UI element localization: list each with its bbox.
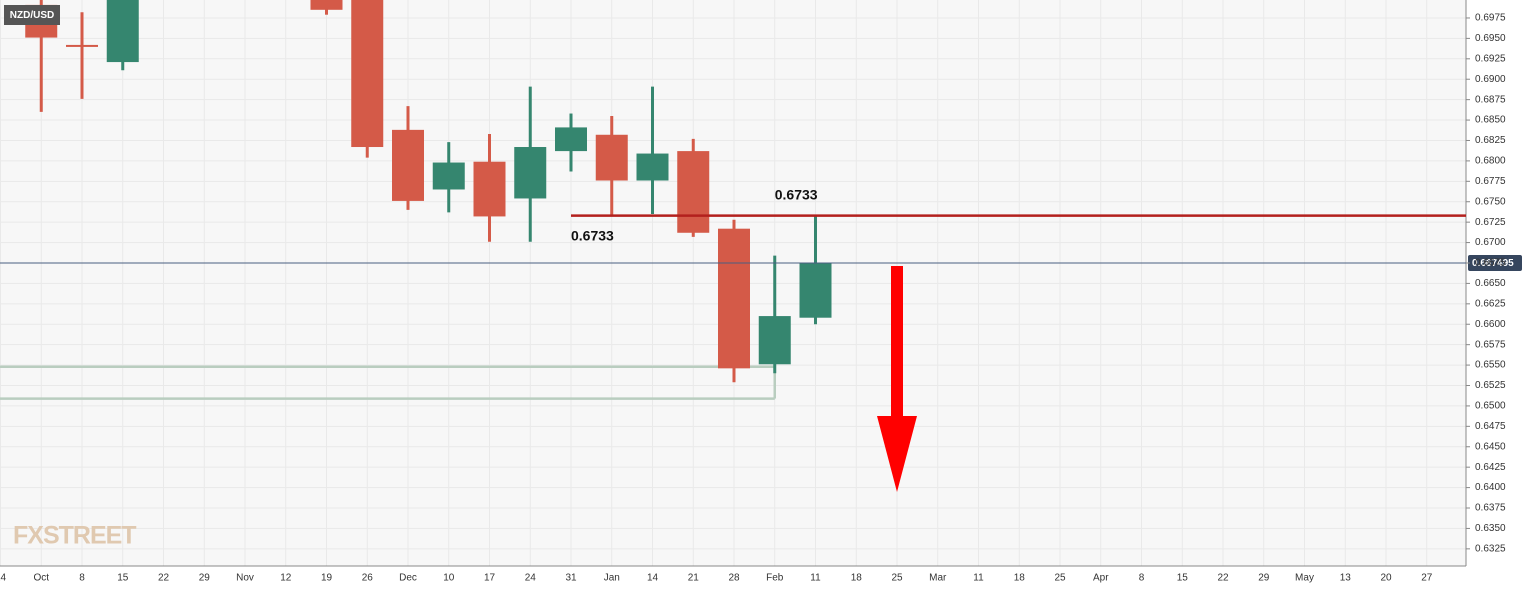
candle-body xyxy=(310,0,343,10)
x-tick-label: Jan xyxy=(604,573,620,584)
candle-body xyxy=(636,153,669,181)
y-tick-label: 0.6725 xyxy=(1475,217,1506,228)
y-tick-label: 0.6425 xyxy=(1475,462,1506,473)
y-tick-label: 0.6575 xyxy=(1475,339,1506,350)
y-tick-label: 0.6925 xyxy=(1475,53,1506,64)
y-tick-label: 0.6525 xyxy=(1475,380,1506,391)
candle-body xyxy=(351,0,384,148)
y-tick-label: 0.6950 xyxy=(1475,33,1506,44)
x-tick-label: 24 xyxy=(525,573,537,584)
y-tick-label: 0.6825 xyxy=(1475,135,1506,146)
x-tick-label: 8 xyxy=(1139,573,1145,584)
x-tick-label: 31 xyxy=(565,573,577,584)
x-tick-label: 12 xyxy=(280,573,292,584)
candle-body xyxy=(718,228,750,369)
candle-body xyxy=(473,161,506,217)
x-tick-label: 11 xyxy=(973,573,984,584)
last-price-box xyxy=(1468,255,1522,272)
x-tick-label: 18 xyxy=(851,573,863,584)
x-tick-label: 24 xyxy=(0,573,6,584)
x-tick-label: 17 xyxy=(484,573,496,584)
x-tick-label: 19 xyxy=(321,573,333,584)
resistance-label: 0.6733 xyxy=(571,227,614,243)
x-tick-label: 15 xyxy=(1177,573,1189,584)
y-tick-label: 0.6800 xyxy=(1475,156,1506,167)
symbol-box xyxy=(4,5,60,25)
x-tick-label: 27 xyxy=(1421,573,1433,584)
candle-body xyxy=(555,127,587,152)
y-tick-label: 0.6775 xyxy=(1475,176,1506,187)
y-tick-label: 0.6625 xyxy=(1475,298,1506,309)
x-tick-label: Apr xyxy=(1093,573,1109,584)
y-tick-label: 0.6375 xyxy=(1475,503,1506,514)
candle-body xyxy=(799,263,832,318)
y-tick-label: 0.6875 xyxy=(1475,94,1506,105)
down-arrow xyxy=(877,266,917,492)
y-tick-label: 0.6900 xyxy=(1475,74,1506,85)
last-price-label: 0.667495 xyxy=(1472,258,1514,269)
candle-body xyxy=(66,44,98,47)
candle-body xyxy=(595,134,628,181)
x-tick-label: 26 xyxy=(362,573,374,584)
x-tick-label: 10 xyxy=(443,573,455,584)
x-tick-label: 29 xyxy=(199,573,211,584)
y-tick-label: 0.6350 xyxy=(1475,523,1506,534)
y-tick-label: 0.6325 xyxy=(1475,543,1506,554)
x-tick-label: Nov xyxy=(236,573,254,584)
y-tick-label: 0.6850 xyxy=(1475,115,1506,126)
x-tick-label: Feb xyxy=(766,573,784,584)
x-tick-label: May xyxy=(1295,573,1314,584)
y-tick-label: 0.6700 xyxy=(1475,237,1506,248)
x-tick-label: Oct xyxy=(33,573,49,584)
y-tick-label: 0.6475 xyxy=(1475,421,1506,432)
y-tick-label: 0.6750 xyxy=(1475,196,1506,207)
candle-body xyxy=(758,316,791,365)
y-tick-label: 0.6675 xyxy=(1475,258,1506,269)
x-tick-label: 22 xyxy=(1217,573,1229,584)
x-tick-label: 25 xyxy=(1054,573,1066,584)
candle-body xyxy=(514,147,547,199)
y-tick-label: 0.6450 xyxy=(1475,441,1506,452)
y-tick-label: 0.6550 xyxy=(1475,360,1506,371)
x-tick-label: 18 xyxy=(1014,573,1026,584)
candle-body xyxy=(677,151,710,233)
x-tick-label: 29 xyxy=(1258,573,1270,584)
x-tick-label: Mar xyxy=(929,573,947,584)
candle-body xyxy=(106,0,139,63)
marks xyxy=(0,0,832,400)
x-tick-label: 14 xyxy=(647,573,659,584)
overlay: 0.6733 0.6733 0.667495 xyxy=(0,186,1522,272)
symbol: NZD/USD xyxy=(10,10,54,21)
x-tick-label: 25 xyxy=(891,573,903,584)
y-tick-label: 0.6650 xyxy=(1475,278,1506,289)
x-tick-label: 13 xyxy=(1340,573,1352,584)
x-tick-label: 8 xyxy=(79,573,85,584)
x-tick-label: 22 xyxy=(158,573,170,584)
y-tick-label: 0.6975 xyxy=(1475,13,1506,24)
y-tick-label: 0.6600 xyxy=(1475,319,1506,330)
watermark: FXSTREET xyxy=(13,522,136,550)
y-tick-label: 0.6500 xyxy=(1475,401,1506,412)
resistance-label: 0.6733 xyxy=(775,186,818,202)
candle-body xyxy=(432,162,465,190)
x-tick-label: 28 xyxy=(728,573,740,584)
x-tick-label: 21 xyxy=(688,573,700,584)
x-tick-label: 20 xyxy=(1380,573,1392,584)
x-tick-label: 15 xyxy=(117,573,129,584)
x-tick-label: Dec xyxy=(399,573,417,584)
y-tick-label: 0.6400 xyxy=(1475,482,1506,493)
x-tick-label: 11 xyxy=(810,573,821,584)
candle-body xyxy=(392,129,424,201)
